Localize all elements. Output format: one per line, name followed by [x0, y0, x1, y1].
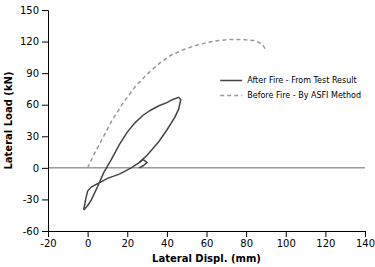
tick-mark [42, 199, 48, 200]
tick: 60 [201, 231, 214, 249]
tick-mark [42, 168, 48, 169]
tick-label: 120 [20, 36, 39, 47]
tick-mark [207, 231, 208, 237]
tick: 40 [161, 231, 174, 249]
tick: 0 [85, 231, 91, 249]
y-axis: -60 -30 0 30 60 90 120 150 [20, 5, 49, 237]
legend-swatch [220, 95, 242, 97]
tick-mark [42, 105, 48, 106]
tick-label: 80 [240, 238, 253, 249]
tick-mark [246, 231, 247, 237]
tick: 60 [26, 99, 48, 110]
legend-item: Before Fire - By ASFI Method [220, 91, 361, 100]
tick: 120 [316, 231, 335, 249]
tick-label: 30 [26, 131, 39, 142]
tick-label: 90 [26, 68, 39, 79]
tick-mark [167, 231, 168, 237]
tick: -20 [40, 231, 56, 249]
tick-mark [286, 231, 287, 237]
tick-mark [325, 231, 326, 237]
legend-swatch [220, 80, 242, 82]
x-axis-title: Lateral Displ. (mm) [152, 253, 261, 264]
axis-line [49, 232, 366, 238]
tick-label: 0 [33, 163, 39, 174]
tick: 0 [33, 163, 48, 174]
tick: 120 [20, 36, 48, 47]
tick-mark [42, 73, 48, 74]
tick-mark [365, 231, 366, 237]
tick: 90 [26, 68, 48, 79]
tick-label: 40 [161, 238, 174, 249]
tick-label: -60 [23, 226, 39, 237]
tick-label: 100 [277, 238, 296, 249]
tick: 80 [240, 231, 253, 249]
legend-label: After Fire - From Test Result [247, 76, 356, 85]
tick-label: -30 [23, 194, 39, 205]
tick: 100 [277, 231, 296, 249]
tick-label: 60 [26, 99, 39, 110]
legend-label: Before Fire - By ASFI Method [247, 91, 361, 100]
legend: After Fire - From Test Result Before Fire… [220, 76, 361, 100]
tick-label: 0 [85, 238, 91, 249]
tick-label: 120 [316, 238, 335, 249]
reference-line [48, 167, 365, 168]
marks [48, 39, 365, 209]
tick: 20 [121, 231, 134, 249]
tick-mark [42, 42, 48, 43]
tick-label: 20 [121, 238, 134, 249]
y-axis-title: Lateral Load (kN) [3, 71, 14, 169]
tick: -60 [23, 226, 48, 237]
tick: 150 [20, 5, 48, 16]
series-line [139, 159, 147, 167]
tick-mark [42, 231, 48, 232]
tick: 30 [26, 131, 48, 142]
plot: -20 0 20 40 60 80 100 120 140 -60 -30 0 30 60 90 120 150… [3, 5, 375, 264]
series-line [88, 39, 266, 167]
tick-label: 60 [201, 238, 214, 249]
tick-label: 140 [356, 238, 375, 249]
legend-item: After Fire - From Test Result [220, 76, 356, 85]
tick-label: -20 [40, 238, 56, 249]
tick-mark [127, 231, 128, 237]
tick-mark [88, 231, 89, 237]
tick-mark [42, 136, 48, 137]
tick: 140 [356, 231, 375, 249]
tick-mark [42, 10, 48, 11]
chart: -20 0 20 40 60 80 100 120 140 -60 -30 0 30 60 90 120 150… [0, 0, 375, 267]
tick: -30 [23, 194, 48, 205]
series-line [84, 97, 181, 210]
tick-label: 150 [20, 5, 39, 16]
axis-line [42, 11, 49, 232]
x-axis: -20 0 20 40 60 80 100 120 140 [40, 231, 375, 249]
